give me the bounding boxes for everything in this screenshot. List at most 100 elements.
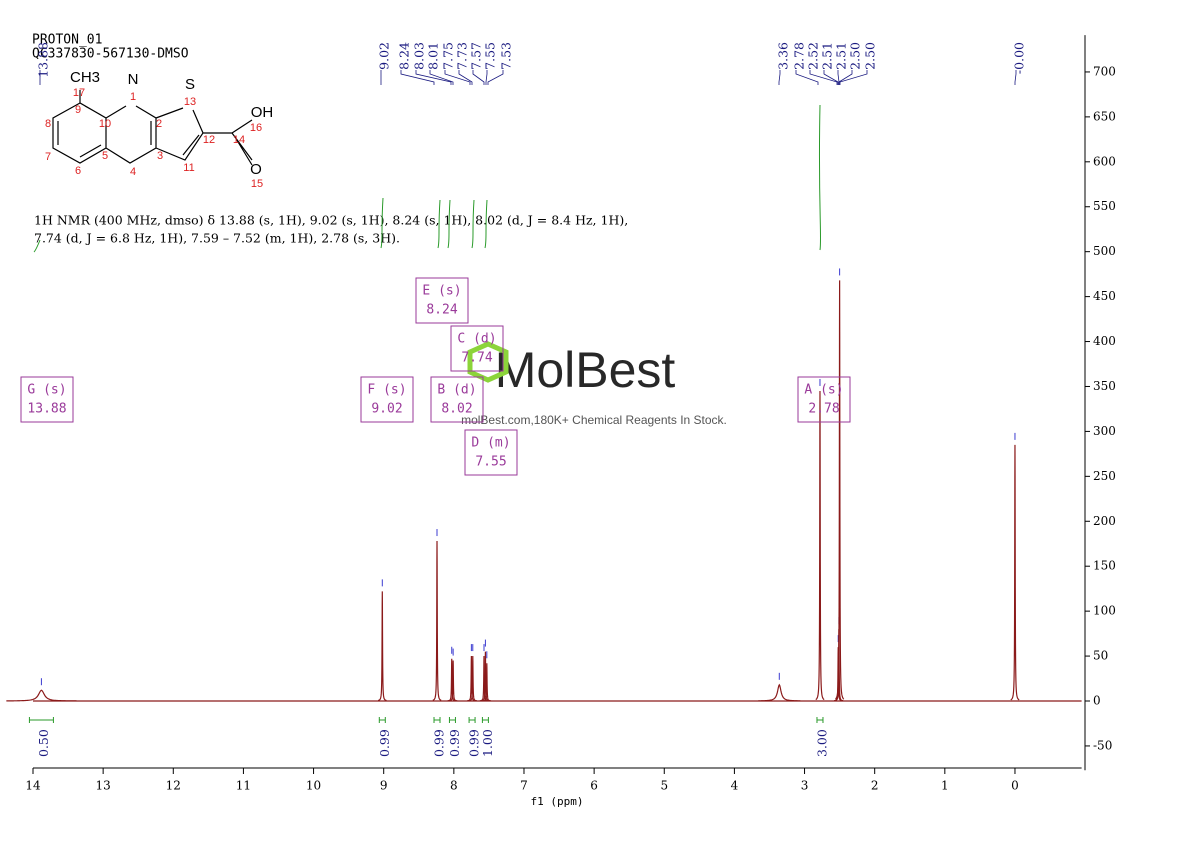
multiplet-name: G (s) bbox=[27, 383, 66, 398]
peak-label: 7.53 bbox=[499, 42, 514, 70]
peak-label: 2.78 bbox=[792, 42, 807, 70]
atom-label: 5 bbox=[102, 150, 108, 162]
peak bbox=[481, 651, 490, 702]
x-tick-label: 3 bbox=[801, 779, 809, 793]
peak-connector bbox=[429, 70, 454, 85]
y-tick-label: 500 bbox=[1093, 244, 1116, 258]
watermark-logo bbox=[467, 341, 509, 383]
atom-label: 6 bbox=[75, 165, 81, 177]
peak-connector bbox=[795, 70, 819, 85]
y-tick-label: 450 bbox=[1093, 289, 1116, 303]
y-tick-label: 400 bbox=[1093, 334, 1116, 348]
multiplet-box bbox=[450, 325, 504, 372]
y-tick-label: 600 bbox=[1093, 154, 1116, 168]
multiplet-box bbox=[415, 277, 469, 324]
peak bbox=[448, 660, 458, 702]
peak-connector bbox=[485, 70, 488, 85]
atom-label: N bbox=[128, 71, 139, 88]
atom-label: 2 bbox=[156, 118, 162, 130]
peak-label: 13.88 bbox=[36, 42, 51, 78]
integral-label: 3.00 bbox=[814, 729, 829, 757]
multiplet-shift: 13.88 bbox=[27, 402, 66, 417]
peak-label: 2.50 bbox=[863, 42, 878, 70]
integral-label: 0.99 bbox=[377, 729, 392, 757]
x-tick-label: 11 bbox=[236, 779, 251, 793]
integral-bracket bbox=[816, 717, 824, 723]
atom-label: 1 bbox=[130, 91, 136, 103]
multiplet-shift: 8.02 bbox=[441, 402, 472, 417]
peak-label: 7.73 bbox=[455, 42, 470, 70]
x-tick-label: 2 bbox=[871, 779, 879, 793]
multiplet-shift: 2.78 bbox=[808, 402, 839, 417]
y-tick-label: 650 bbox=[1093, 109, 1116, 123]
multiplet-box bbox=[430, 376, 484, 423]
x-tick-label: 7 bbox=[520, 779, 528, 793]
multiplet-box bbox=[464, 429, 518, 476]
atom-label: 9 bbox=[75, 104, 81, 116]
x-tick-label: 12 bbox=[166, 779, 181, 793]
peak bbox=[815, 390, 825, 701]
integral-bracket bbox=[468, 717, 476, 723]
integral-label: 0.50 bbox=[36, 729, 51, 757]
atom-label: 8 bbox=[45, 118, 51, 130]
integral-label: 0.99 bbox=[467, 729, 482, 757]
peak-label: 9.02 bbox=[377, 42, 392, 70]
peak-connector bbox=[1014, 70, 1017, 85]
atom-label: 4 bbox=[130, 166, 136, 178]
peak-label: 2.51 bbox=[834, 42, 849, 70]
atom-label: O bbox=[250, 161, 262, 178]
y-tick-label: 550 bbox=[1093, 199, 1116, 213]
atom-label: 17 bbox=[73, 87, 85, 99]
watermark: MolBest bbox=[495, 342, 676, 398]
description-line: 7.74 (d, J = 6.8 Hz, 1H), 7.59 – 7.52 (m… bbox=[34, 231, 400, 246]
peak-label: 2.52 bbox=[806, 42, 821, 70]
integral-label: 0.99 bbox=[432, 729, 447, 757]
peak-label: 2.50 bbox=[848, 42, 863, 70]
peak bbox=[432, 541, 442, 701]
peak bbox=[482, 663, 492, 702]
y-tick-label: 0 bbox=[1093, 694, 1101, 708]
multiplet-box bbox=[20, 376, 74, 423]
multiplet-shift: 7.55 bbox=[475, 455, 506, 470]
x-tick-label: 8 bbox=[450, 779, 458, 793]
peak bbox=[377, 591, 387, 702]
peak bbox=[1010, 444, 1020, 701]
atom-label: 14 bbox=[233, 134, 245, 146]
peak-connector bbox=[839, 70, 868, 85]
y-tick-label: -50 bbox=[1093, 738, 1112, 752]
multiplet-box bbox=[797, 376, 851, 423]
peak-connector bbox=[487, 70, 504, 85]
description-line: 1H NMR (400 MHz, dmso) δ 13.88 (s, 1H), … bbox=[34, 213, 628, 228]
atom-label: 15 bbox=[251, 178, 263, 190]
multiplet-name: A (s) bbox=[804, 383, 843, 398]
multiplet-name: D (m) bbox=[471, 436, 510, 451]
multiplet-shift: 7.74 bbox=[461, 351, 492, 366]
multiplet-name: E (s) bbox=[422, 284, 461, 299]
y-tick-label: 250 bbox=[1093, 469, 1116, 483]
peak-connector bbox=[415, 70, 452, 85]
integral-bracket bbox=[448, 717, 456, 723]
multiplet-box bbox=[360, 376, 414, 423]
peak-label: 2.51 bbox=[820, 42, 835, 70]
peak-connector bbox=[809, 70, 838, 85]
atom-label: S bbox=[185, 76, 195, 93]
peak bbox=[468, 656, 478, 702]
integral-label: 0.99 bbox=[447, 729, 462, 757]
y-tick-label: 50 bbox=[1093, 649, 1108, 663]
peak bbox=[447, 658, 457, 702]
peak-label: 7.55 bbox=[483, 42, 498, 70]
watermark-text: molBest.com,180K+ Chemical Reagents In S… bbox=[461, 413, 727, 427]
y-tick-label: 100 bbox=[1093, 604, 1116, 618]
y-tick-label: 300 bbox=[1093, 424, 1116, 438]
peak-label: 8.24 bbox=[397, 42, 412, 70]
peak-connector bbox=[838, 70, 853, 85]
multiplet-name: C (d) bbox=[457, 332, 496, 347]
peak-label: 3.36 bbox=[776, 42, 791, 70]
peak bbox=[6, 689, 77, 702]
peak-connector bbox=[444, 70, 471, 85]
peak bbox=[758, 683, 801, 702]
x-axis-label: f1 (ppm) bbox=[531, 795, 584, 808]
peak bbox=[467, 656, 476, 702]
y-tick-label: 350 bbox=[1093, 379, 1116, 393]
